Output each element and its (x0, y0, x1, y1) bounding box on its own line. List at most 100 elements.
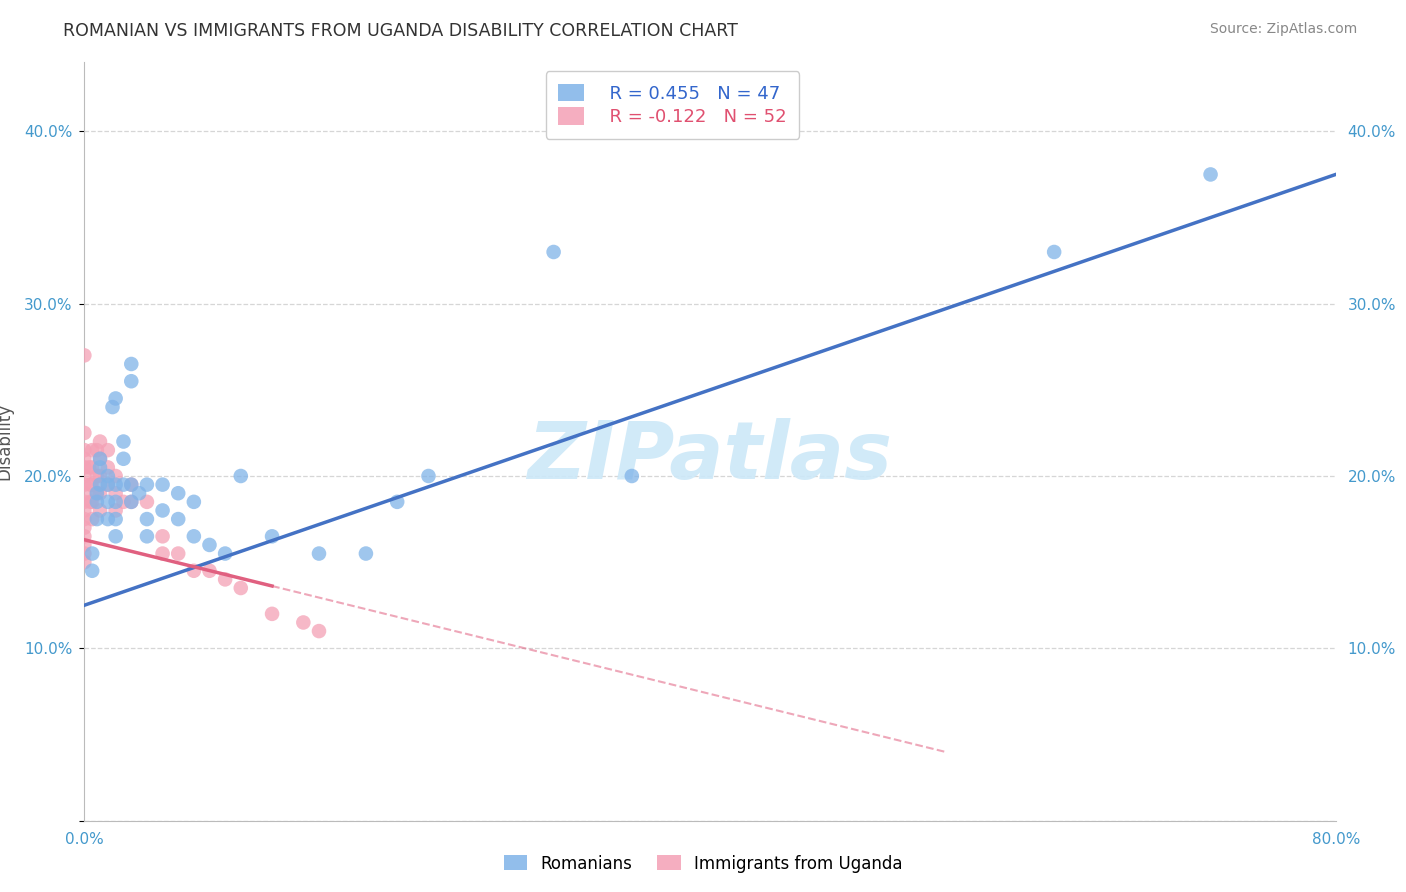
Point (82, 564, 104, 578)
Point (104, 486, 127, 500)
Legend:   R = 0.455   N = 47,   R = -0.122   N = 52: R = 0.455 N = 47, R = -0.122 N = 52 (546, 71, 799, 139)
Point (73, 538, 96, 552)
Point (308, 547, 330, 561)
Point (73, 486, 96, 500)
Point (89, 451, 111, 466)
Point (308, 624, 330, 639)
Point (262, 607, 284, 621)
Point (104, 503, 127, 517)
Point (89, 434, 111, 449)
Point (73, 443, 96, 458)
Point (86, 443, 108, 458)
Text: Source: ZipAtlas.com: Source: ZipAtlas.com (1209, 22, 1357, 37)
Point (120, 495, 142, 509)
Point (86, 486, 108, 500)
Point (198, 538, 221, 552)
Point (136, 529, 159, 543)
Point (86, 512, 108, 526)
Point (120, 495, 142, 509)
Point (104, 529, 127, 543)
Point (73, 348, 96, 362)
Point (1199, 168, 1222, 182)
Point (82, 495, 104, 509)
Point (73, 521, 96, 535)
Point (73, 451, 96, 466)
Point (112, 495, 135, 509)
Point (97, 495, 120, 509)
Point (89, 460, 111, 475)
Point (112, 434, 135, 449)
Point (543, 244, 565, 259)
Point (152, 477, 174, 491)
Point (120, 357, 142, 371)
Point (73, 469, 96, 483)
Point (620, 469, 643, 483)
Point (97, 477, 120, 491)
Point (104, 392, 127, 406)
Point (104, 512, 127, 526)
Point (198, 564, 221, 578)
Y-axis label: Disability: Disability (0, 403, 13, 480)
Point (82, 477, 104, 491)
Point (167, 512, 190, 526)
Point (79, 477, 101, 491)
Point (104, 495, 127, 509)
Point (89, 486, 111, 500)
Point (97, 460, 120, 475)
Point (73, 477, 96, 491)
Point (112, 451, 135, 466)
Text: ZIPatlas: ZIPatlas (527, 417, 893, 496)
Point (152, 529, 174, 543)
Point (214, 573, 236, 587)
Text: ROMANIAN VS IMMIGRANTS FROM UGANDA DISABILITY CORRELATION CHART: ROMANIAN VS IMMIGRANTS FROM UGANDA DISAB… (63, 22, 738, 40)
Point (86, 486, 108, 500)
Point (82, 512, 104, 526)
Point (214, 547, 236, 561)
Point (73, 495, 96, 509)
Point (79, 495, 101, 509)
Point (73, 529, 96, 543)
Point (136, 512, 159, 526)
Point (152, 503, 174, 517)
Point (104, 469, 127, 483)
Legend: Romanians, Immigrants from Uganda: Romanians, Immigrants from Uganda (496, 848, 910, 880)
Point (86, 495, 108, 509)
Point (73, 503, 96, 517)
Point (128, 486, 150, 500)
Point (89, 469, 111, 483)
Point (292, 615, 315, 630)
Point (73, 425, 96, 440)
Point (97, 512, 120, 526)
Point (97, 443, 120, 458)
Point (229, 581, 252, 595)
Point (136, 477, 159, 491)
Point (183, 564, 205, 578)
Point (120, 374, 142, 388)
Point (89, 503, 111, 517)
Point (152, 547, 174, 561)
Point (73, 555, 96, 569)
Point (97, 469, 120, 483)
Point (73, 460, 96, 475)
Point (183, 529, 205, 543)
Point (82, 460, 104, 475)
Point (104, 477, 127, 491)
Point (385, 495, 409, 509)
Point (167, 486, 190, 500)
Point (183, 495, 205, 509)
Point (262, 529, 284, 543)
Point (120, 477, 142, 491)
Point (112, 477, 135, 491)
Point (82, 443, 104, 458)
Point (82, 547, 104, 561)
Point (120, 477, 142, 491)
Point (89, 477, 111, 491)
Point (418, 469, 440, 483)
Point (136, 495, 159, 509)
Point (86, 469, 108, 483)
Point (354, 547, 377, 561)
Point (73, 512, 96, 526)
Point (77, 460, 100, 475)
Point (229, 469, 252, 483)
Point (89, 451, 111, 466)
